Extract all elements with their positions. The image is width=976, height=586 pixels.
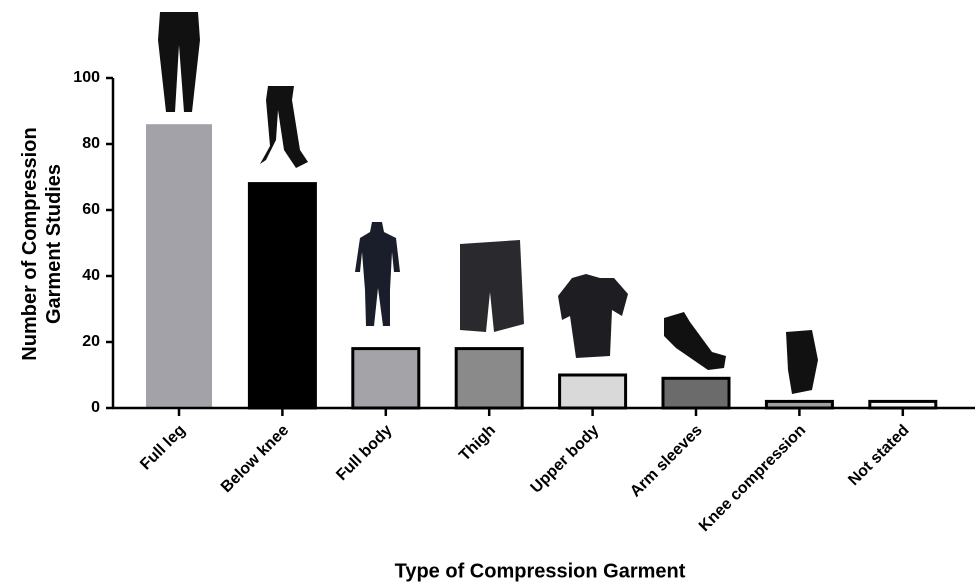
x-tick-label: Upper body (528, 422, 603, 497)
x-tick-label: Knee compression (696, 422, 809, 535)
y-axis-title: Number of Compression Garment Studies (18, 114, 66, 374)
icon-sleeve (664, 312, 726, 370)
y-tick-label: 20 (82, 333, 100, 350)
bar (663, 378, 729, 408)
x-tick-label: Thigh (456, 422, 499, 465)
bar (353, 349, 419, 408)
y-tick-label: 80 (82, 135, 100, 152)
x-axis-title: Type of Compression Garment (395, 560, 686, 582)
icon-socks (260, 86, 308, 168)
x-tick-label: Arm sleeves (627, 422, 706, 501)
x-tick-label: Below knee (218, 422, 292, 496)
x-tick-label: Full body (333, 422, 395, 484)
bar (560, 375, 626, 408)
icon-suit (355, 222, 400, 326)
y-tick-label: 60 (82, 201, 100, 218)
chart: Type of Compression Garment 0 20 40 60 80 100… (0, 0, 976, 586)
page: Type of Compression Garment 0 20 40 60 80 100… (0, 0, 976, 586)
icon-shirt (558, 274, 628, 358)
icon-knee (786, 330, 818, 394)
y-tick-label: 0 (91, 399, 100, 416)
bar (456, 349, 522, 408)
icon-shorts (460, 240, 524, 332)
y-tick-label: 100 (73, 69, 100, 86)
y-tick-label: 40 (82, 267, 100, 284)
x-tick-label: Full leg (137, 422, 189, 474)
bar (146, 124, 212, 408)
x-tick-label: Not stated (845, 422, 912, 489)
bar (249, 184, 315, 408)
icon-tights (158, 12, 200, 112)
